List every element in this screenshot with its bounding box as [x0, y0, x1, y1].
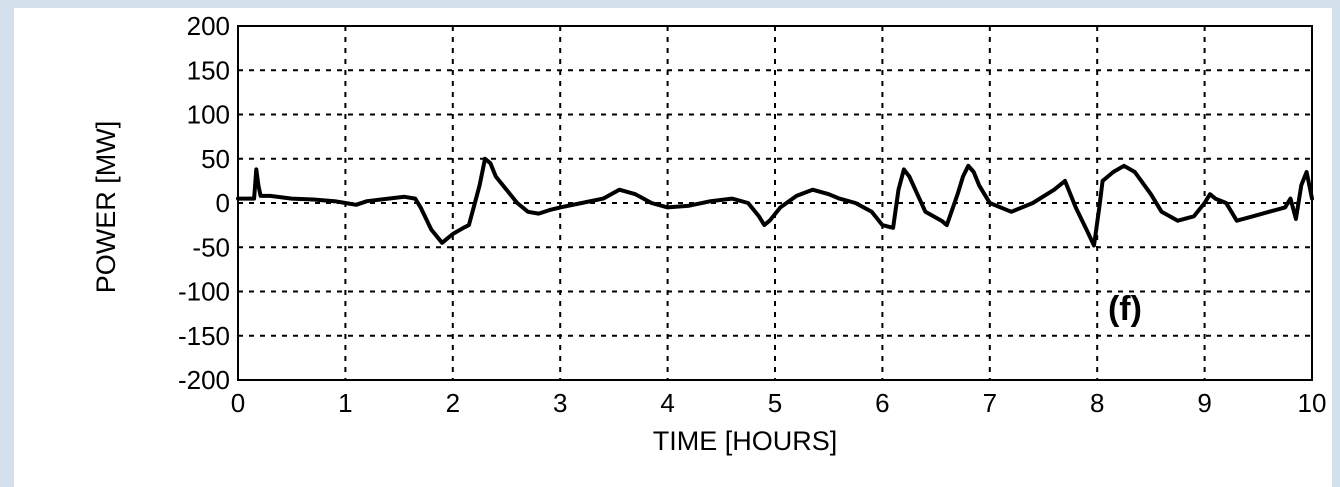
x-tick-label: 0	[231, 388, 245, 418]
y-tick-label: 100	[187, 100, 230, 130]
top-frame-strip	[0, 0, 1340, 8]
y-axis-title: POWER [MW]	[91, 121, 121, 293]
grid-lines	[238, 26, 1312, 380]
x-tick-label: 4	[660, 388, 674, 418]
y-axis-ticks: 200 150 100 50 0 -50 -100 -150 -200	[178, 11, 230, 395]
y-tick-label: 150	[187, 55, 230, 85]
x-tick-label: 5	[768, 388, 782, 418]
chart-panel	[14, 8, 1332, 487]
x-tick-label: 7	[983, 388, 997, 418]
x-tick-label: 9	[1197, 388, 1211, 418]
panel-label: (f)	[1108, 290, 1142, 328]
x-tick-label: 1	[338, 388, 352, 418]
y-tick-label: -150	[178, 321, 230, 351]
x-axis-title: TIME [HOURS]	[653, 426, 838, 456]
y-tick-label: -50	[192, 232, 230, 262]
x-axis-ticks: 0 1 2 3 4 5 6 7 8 9 10	[231, 388, 1327, 418]
y-tick-label: 200	[187, 11, 230, 41]
x-tick-label: 10	[1298, 388, 1327, 418]
y-tick-label: -200	[178, 365, 230, 395]
y-tick-label: 50	[201, 144, 230, 174]
x-tick-label: 3	[553, 388, 567, 418]
plot-frame	[237, 25, 1313, 381]
series-line	[236, 156, 1314, 248]
x-tick-label: 8	[1090, 388, 1104, 418]
y-tick-label: -100	[178, 277, 230, 307]
x-tick-label: 2	[446, 388, 460, 418]
y-tick-label: 0	[216, 188, 230, 218]
x-tick-label: 6	[875, 388, 889, 418]
